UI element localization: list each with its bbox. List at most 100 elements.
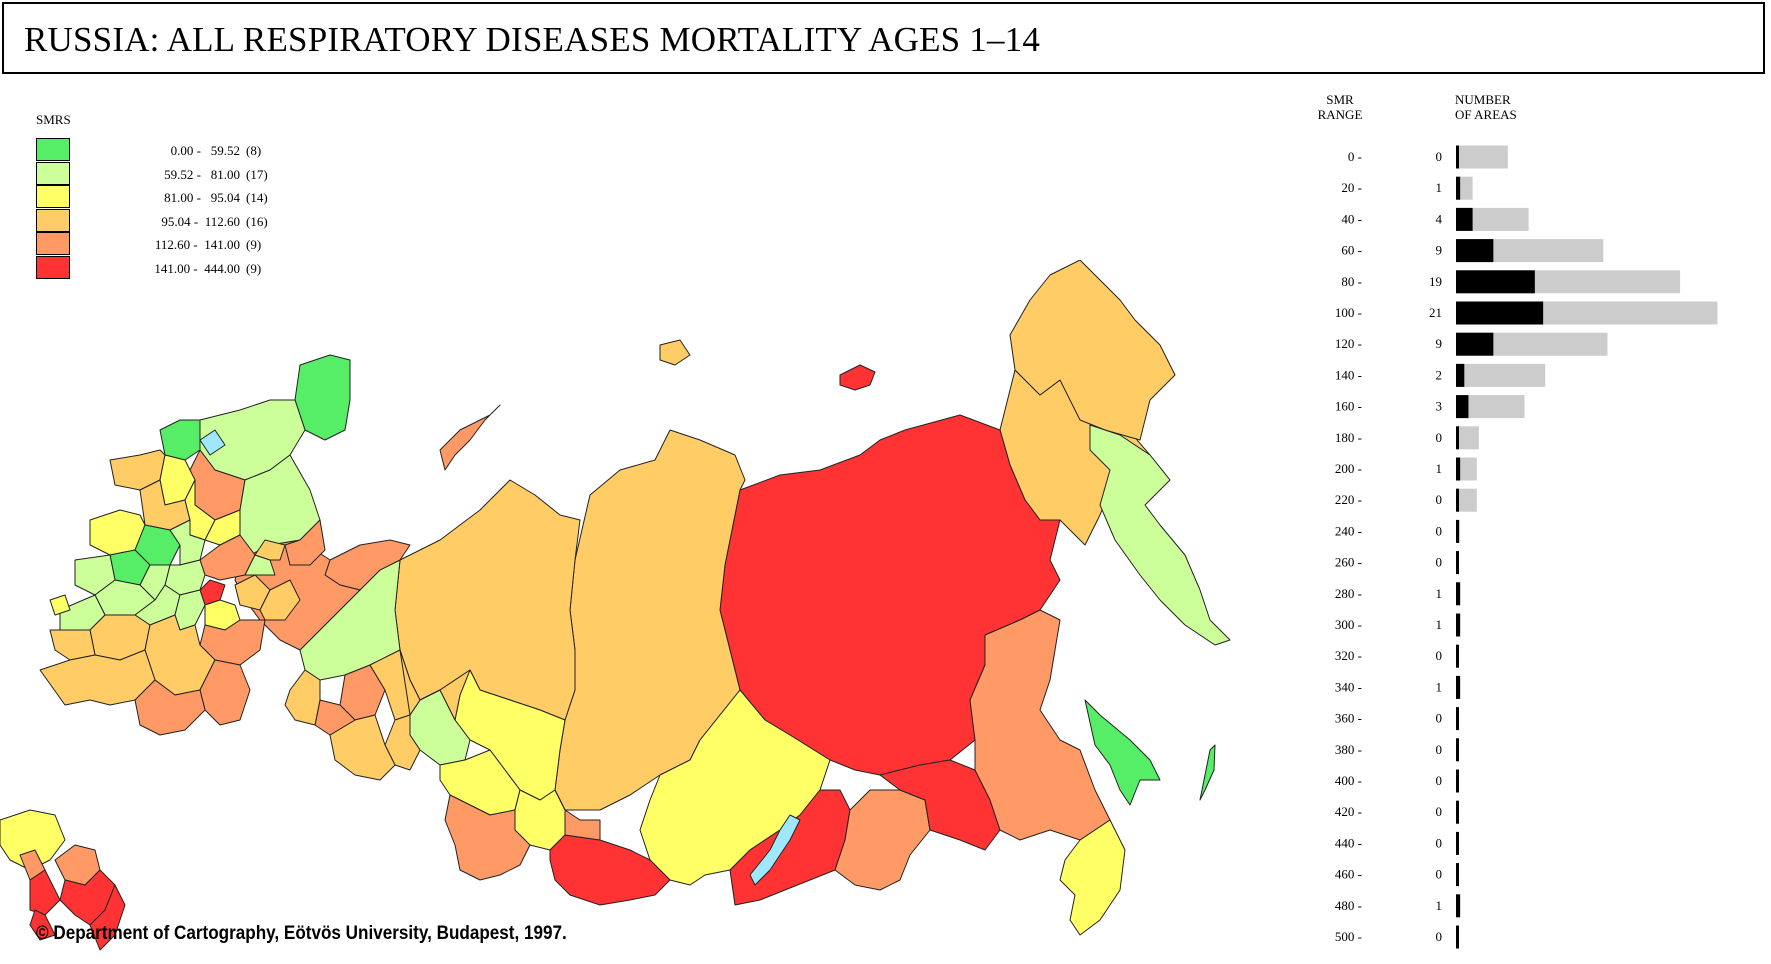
hist-count-label: 9 (1436, 243, 1443, 258)
legend-count: (8) (246, 143, 262, 158)
hist-count-label: 9 (1436, 336, 1443, 351)
region-lake-baikal (749, 814, 801, 886)
hist-header-number-of-areas: NUMBER OF AREAS (1455, 92, 1550, 122)
legend-item: 95.04 - 112.60 (16) (36, 208, 268, 233)
hist-range-label: 320 - (1335, 648, 1362, 663)
hist-count-bar (1456, 457, 1461, 481)
hist-range-label: 40 - (1341, 211, 1362, 226)
hist-count-label: 3 (1436, 399, 1443, 414)
hist-range-label: 340 - (1335, 679, 1362, 694)
hist-count-bar (1456, 769, 1459, 793)
hist-reference-bar (1456, 363, 1546, 387)
hist-range-label: 60 - (1341, 243, 1362, 258)
hist-count-label: 1 (1436, 898, 1443, 913)
hist-count-bar (1456, 800, 1459, 824)
legend-count: (16) (246, 213, 268, 229)
hist-count-bar (1456, 551, 1459, 575)
region-astrakhan (199, 659, 251, 726)
legend-swatch (36, 185, 70, 208)
region-kalmykia (134, 679, 206, 736)
region-mari-el (254, 539, 286, 561)
hist-count-bar (1456, 925, 1459, 949)
legend-swatch (36, 208, 70, 232)
hist-range-label: 480 - (1335, 898, 1362, 913)
region-tatarstan (284, 669, 321, 726)
region-novaya-zemlya (439, 404, 501, 471)
hist-count-label: 1 (1436, 617, 1443, 632)
hist-count-bar (1456, 831, 1459, 855)
legend-item: 59.52 - 81.00 (17) (36, 161, 268, 186)
hist-count-bar (1456, 395, 1469, 419)
legend-item: 0.00 - 59.52 (8) (36, 138, 261, 162)
hist-count-label: 19 (1429, 274, 1442, 289)
hist-range-label: 500 - (1335, 929, 1362, 944)
hist-range-label: 420 - (1335, 804, 1362, 819)
hist-count-label: 4 (1436, 211, 1443, 226)
hist-count-label: 0 (1436, 773, 1443, 788)
hist-range-label: 360 - (1335, 711, 1362, 726)
hist-range-label: 100 - (1335, 305, 1362, 320)
region-udmurtia (284, 519, 326, 566)
legend-item: 141.00 - 444.00 (9) (36, 255, 261, 280)
hist-count-bar (1456, 426, 1459, 450)
region-orenburg (329, 714, 396, 781)
hist-count-bar (1456, 239, 1494, 263)
hist-reference-bar (1456, 457, 1477, 481)
legend-count: (14) (246, 190, 268, 205)
legend-range: 112.60 - 141.00 (154, 237, 240, 252)
hist-range-label: 460 - (1335, 867, 1362, 882)
legend-item: 81.00 - 95.04 (14) (36, 185, 268, 209)
hist-range-label: 20 - (1341, 180, 1362, 195)
hist-count-bar (1456, 519, 1459, 543)
legend-swatch (36, 138, 70, 161)
region-sakhalin (1084, 699, 1161, 806)
hist-range-label: 220 - (1335, 492, 1362, 507)
hist-count-label: 21 (1429, 305, 1442, 320)
region-onega-lake (199, 429, 226, 456)
hist-header-range-line2: RANGE (1317, 107, 1363, 122)
hist-count-label: 1 (1436, 586, 1443, 601)
legend-item: 112.60 - 141.00 (9) (36, 232, 261, 256)
hist-range-label: 260 - (1335, 555, 1362, 570)
legend-count: (9) (246, 237, 262, 252)
map-title: RUSSIA: ALL RESPIRATORY DISEASES MORTALI… (24, 20, 1041, 59)
hist-count-bar (1456, 707, 1459, 731)
region-ivanovo (204, 509, 241, 546)
hist-count-label: 1 (1436, 679, 1443, 694)
region-kamchatka (1089, 424, 1231, 646)
hist-count-bar (1456, 675, 1461, 699)
hist-count-bar (1456, 301, 1544, 325)
legend-count: (9) (246, 260, 262, 276)
region-khakassia (554, 789, 601, 841)
hist-count-bar (1456, 613, 1461, 637)
hist-range-label: 0 - (1348, 149, 1362, 164)
hist-count-label: 1 (1436, 461, 1443, 476)
hist-range-label: 380 - (1335, 742, 1362, 757)
hist-header-smr-range: SMR RANGE (1300, 92, 1380, 122)
region-khanty-mansi (399, 649, 471, 721)
hist-count-bar (1456, 176, 1461, 200)
hist-range-label: 80 - (1341, 274, 1362, 289)
hist-count-label: 2 (1436, 367, 1443, 382)
hist-range-label: 180 - (1335, 430, 1362, 445)
hist-reference-bar (1456, 395, 1525, 419)
copyright-credit: © Department of Cartography, Eötvös Univ… (36, 923, 567, 944)
hist-count-label: 0 (1436, 835, 1443, 850)
region-magadan (1009, 260, 1176, 441)
hist-count-bar (1456, 582, 1461, 606)
legend-count: (17) (246, 166, 268, 182)
legend-swatch (36, 255, 70, 279)
hist-count-label: 0 (1436, 523, 1443, 538)
hist-count-bar (1456, 332, 1494, 356)
region-chuvashia (244, 554, 276, 576)
hist-range-label: 280 - (1335, 586, 1362, 601)
region-altai (444, 794, 531, 881)
hist-count-label: 0 (1436, 929, 1443, 944)
hist-count-bar (1456, 488, 1459, 512)
legend-swatch (36, 232, 70, 255)
hist-range-label: 200 - (1335, 461, 1362, 476)
hist-count-bar (1456, 644, 1459, 668)
hist-count-label: 0 (1436, 492, 1443, 507)
region-amur (879, 759, 1001, 851)
